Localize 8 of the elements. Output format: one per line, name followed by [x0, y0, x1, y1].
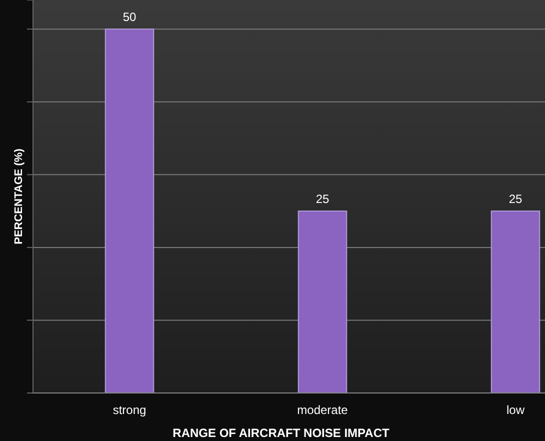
data-label: 50 — [122, 10, 136, 24]
x-tick-label: strong — [112, 403, 146, 417]
data-label: 25 — [316, 192, 330, 206]
x-axis-title: RANGE OF AIRCRAFT NOISE IMPACT — [172, 426, 390, 440]
data-label: 25 — [508, 192, 522, 206]
y-axis-title: PERCENTAGE (%) — [13, 148, 25, 244]
x-tick-label: moderate — [297, 403, 348, 417]
x-tick-label: low — [506, 403, 525, 417]
